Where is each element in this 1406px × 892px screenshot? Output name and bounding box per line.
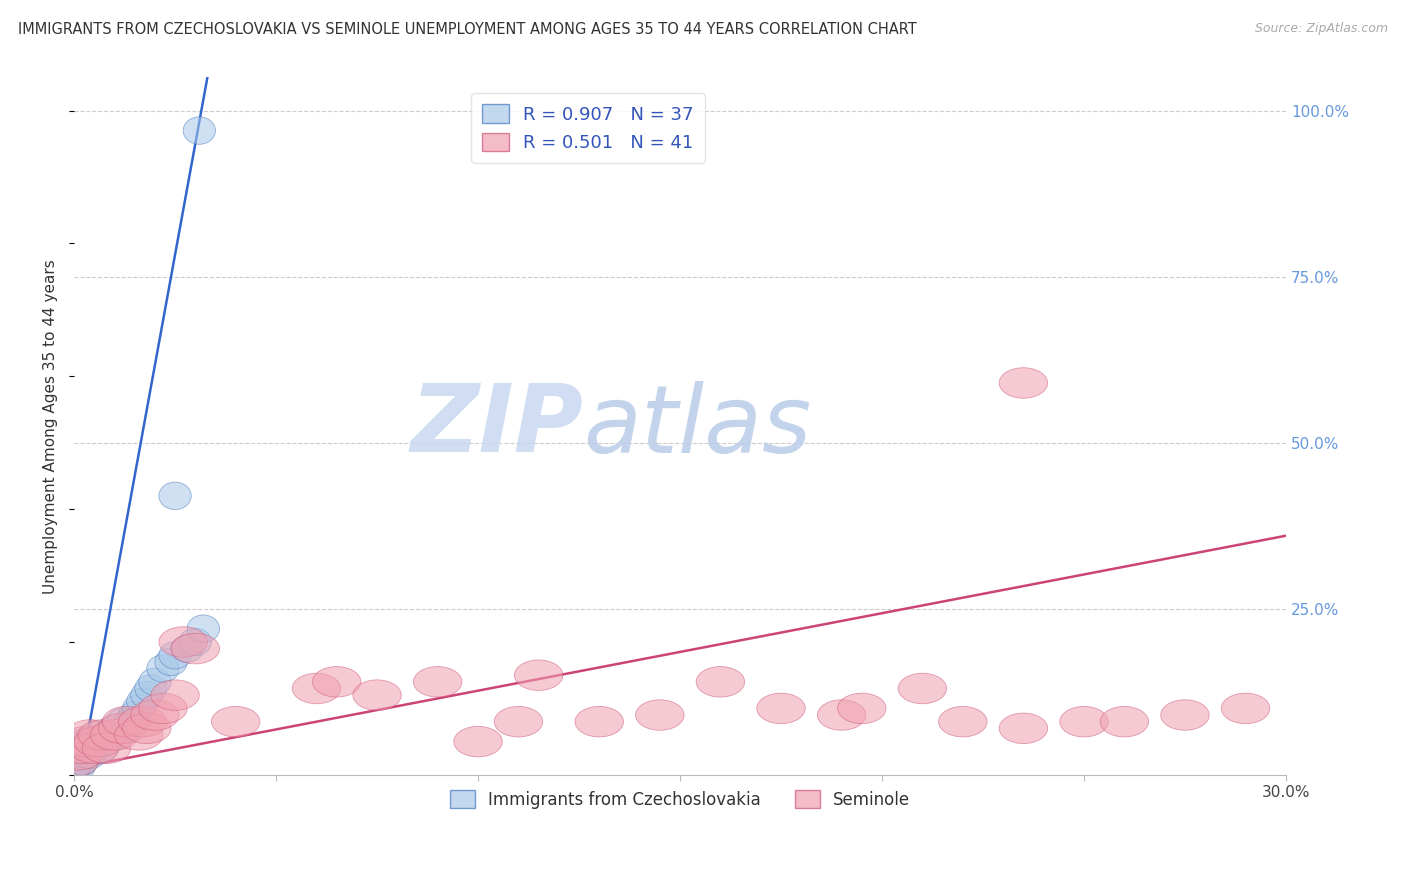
Ellipse shape	[75, 741, 107, 769]
Ellipse shape	[118, 701, 150, 729]
Ellipse shape	[1060, 706, 1108, 737]
Text: atlas: atlas	[583, 381, 811, 472]
Ellipse shape	[58, 755, 90, 782]
Text: Source: ZipAtlas.com: Source: ZipAtlas.com	[1254, 22, 1388, 36]
Ellipse shape	[211, 706, 260, 737]
Ellipse shape	[122, 695, 155, 723]
Ellipse shape	[135, 674, 167, 702]
Ellipse shape	[75, 726, 122, 756]
Ellipse shape	[139, 668, 172, 696]
Ellipse shape	[79, 720, 127, 750]
Ellipse shape	[159, 641, 191, 669]
Ellipse shape	[98, 714, 131, 742]
Ellipse shape	[58, 747, 90, 775]
Ellipse shape	[49, 747, 98, 777]
Ellipse shape	[127, 688, 159, 715]
Ellipse shape	[1000, 713, 1047, 744]
Ellipse shape	[75, 734, 107, 762]
Ellipse shape	[66, 734, 98, 762]
Ellipse shape	[454, 726, 502, 756]
Ellipse shape	[312, 666, 361, 697]
Ellipse shape	[70, 741, 103, 769]
Ellipse shape	[139, 693, 187, 723]
Ellipse shape	[172, 635, 204, 663]
Ellipse shape	[86, 734, 118, 762]
Ellipse shape	[58, 733, 107, 764]
Ellipse shape	[82, 722, 114, 748]
Ellipse shape	[159, 627, 208, 657]
Text: ZIP: ZIP	[411, 380, 583, 472]
Ellipse shape	[58, 758, 90, 785]
Ellipse shape	[515, 660, 562, 690]
Ellipse shape	[70, 733, 118, 764]
Ellipse shape	[898, 673, 946, 704]
Ellipse shape	[90, 720, 139, 750]
Ellipse shape	[150, 680, 200, 710]
Ellipse shape	[103, 722, 135, 748]
Ellipse shape	[122, 713, 172, 744]
Ellipse shape	[98, 713, 146, 744]
Ellipse shape	[1099, 706, 1149, 737]
Ellipse shape	[90, 728, 122, 756]
Ellipse shape	[82, 733, 131, 764]
Ellipse shape	[696, 666, 745, 697]
Ellipse shape	[494, 706, 543, 737]
Ellipse shape	[838, 693, 886, 723]
Ellipse shape	[131, 681, 163, 709]
Text: IMMIGRANTS FROM CZECHOSLOVAKIA VS SEMINOLE UNEMPLOYMENT AMONG AGES 35 TO 44 YEAR: IMMIGRANTS FROM CZECHOSLOVAKIA VS SEMINO…	[18, 22, 917, 37]
Ellipse shape	[353, 680, 401, 710]
Ellipse shape	[187, 615, 219, 642]
Ellipse shape	[62, 747, 94, 775]
Ellipse shape	[292, 673, 340, 704]
Ellipse shape	[1000, 368, 1047, 398]
Ellipse shape	[58, 745, 90, 772]
Y-axis label: Unemployment Among Ages 35 to 44 years: Unemployment Among Ages 35 to 44 years	[44, 259, 58, 593]
Ellipse shape	[155, 648, 187, 675]
Ellipse shape	[111, 714, 143, 742]
Ellipse shape	[62, 741, 94, 769]
Ellipse shape	[146, 655, 179, 682]
Ellipse shape	[114, 720, 163, 750]
Ellipse shape	[58, 751, 90, 779]
Ellipse shape	[53, 739, 103, 770]
Ellipse shape	[66, 747, 98, 775]
Ellipse shape	[159, 483, 191, 509]
Ellipse shape	[413, 666, 463, 697]
Ellipse shape	[94, 722, 127, 748]
Ellipse shape	[1222, 693, 1270, 723]
Ellipse shape	[756, 693, 806, 723]
Legend: Immigrants from Czechoslovakia, Seminole: Immigrants from Czechoslovakia, Seminole	[443, 784, 917, 815]
Ellipse shape	[62, 726, 111, 756]
Ellipse shape	[939, 706, 987, 737]
Ellipse shape	[107, 708, 139, 735]
Ellipse shape	[79, 734, 111, 762]
Ellipse shape	[1161, 700, 1209, 731]
Ellipse shape	[118, 706, 167, 737]
Ellipse shape	[183, 117, 215, 145]
Ellipse shape	[575, 706, 623, 737]
Ellipse shape	[66, 720, 114, 750]
Ellipse shape	[817, 700, 866, 731]
Ellipse shape	[179, 628, 211, 656]
Ellipse shape	[82, 728, 114, 756]
Ellipse shape	[131, 700, 179, 731]
Ellipse shape	[70, 728, 103, 756]
Ellipse shape	[62, 755, 94, 782]
Ellipse shape	[172, 633, 219, 664]
Ellipse shape	[103, 706, 150, 737]
Ellipse shape	[114, 708, 146, 735]
Ellipse shape	[636, 700, 685, 731]
